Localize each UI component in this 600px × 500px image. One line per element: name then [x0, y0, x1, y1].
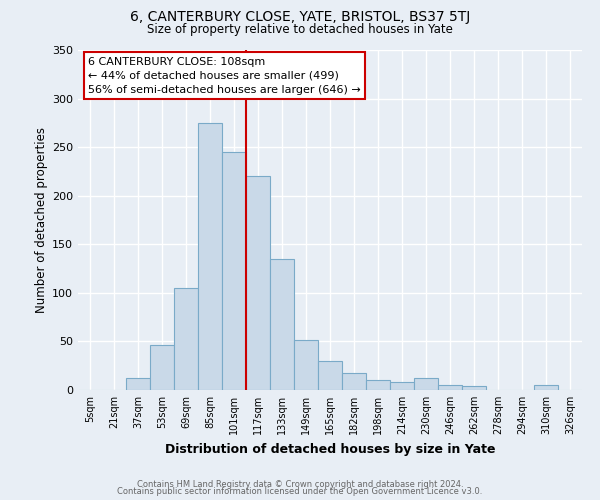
- Bar: [390, 382, 414, 390]
- Bar: [126, 378, 150, 390]
- Text: 6 CANTERBURY CLOSE: 108sqm
← 44% of detached houses are smaller (499)
56% of sem: 6 CANTERBURY CLOSE: 108sqm ← 44% of deta…: [88, 57, 361, 95]
- Bar: [318, 361, 342, 390]
- Bar: [246, 176, 270, 390]
- Bar: [342, 374, 366, 390]
- Bar: [366, 380, 390, 390]
- Y-axis label: Number of detached properties: Number of detached properties: [35, 127, 48, 313]
- Bar: [414, 378, 438, 390]
- Bar: [438, 385, 462, 390]
- Text: Contains HM Land Registry data © Crown copyright and database right 2024.: Contains HM Land Registry data © Crown c…: [137, 480, 463, 489]
- X-axis label: Distribution of detached houses by size in Yate: Distribution of detached houses by size …: [165, 442, 495, 456]
- Bar: [198, 123, 222, 390]
- Text: Contains public sector information licensed under the Open Government Licence v3: Contains public sector information licen…: [118, 487, 482, 496]
- Text: 6, CANTERBURY CLOSE, YATE, BRISTOL, BS37 5TJ: 6, CANTERBURY CLOSE, YATE, BRISTOL, BS37…: [130, 10, 470, 24]
- Bar: [222, 152, 246, 390]
- Bar: [294, 340, 318, 390]
- Bar: [174, 288, 198, 390]
- Bar: [150, 346, 174, 390]
- Bar: [270, 259, 294, 390]
- Bar: [462, 386, 486, 390]
- Bar: [534, 385, 558, 390]
- Text: Size of property relative to detached houses in Yate: Size of property relative to detached ho…: [147, 22, 453, 36]
